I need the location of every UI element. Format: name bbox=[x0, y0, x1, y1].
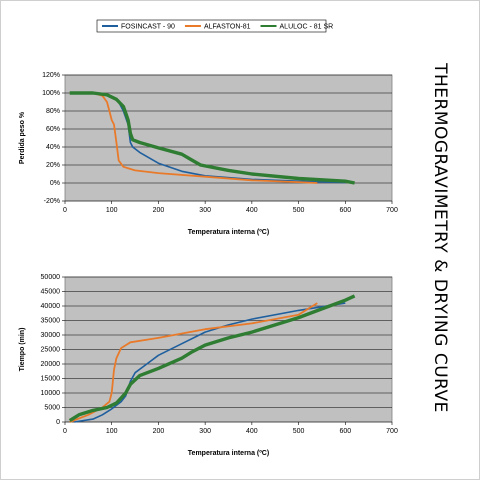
series-line bbox=[74, 302, 346, 423]
y-tick-label: 25000 bbox=[41, 346, 61, 353]
y-tick-label: 35000 bbox=[41, 317, 61, 324]
x-tick-label: 400 bbox=[246, 207, 258, 214]
y-tick-label: 20000 bbox=[41, 361, 61, 368]
y-tick-label: 20% bbox=[46, 162, 60, 169]
y-tick-label: 5000 bbox=[44, 404, 60, 411]
y-tick-label: -20% bbox=[44, 198, 60, 205]
y-tick-label: 10000 bbox=[41, 390, 61, 397]
legend-label: FOSINCAST - 90 bbox=[121, 23, 175, 30]
legend-label: ALULOC - 81 SR bbox=[280, 23, 334, 30]
y-axis-title: Perdida peso % bbox=[19, 111, 26, 164]
x-tick-label: 0 bbox=[63, 207, 67, 214]
page-title: THERMOGRAVIMETRY & DRYING CURVE bbox=[430, 62, 450, 413]
x-tick-label: 100 bbox=[106, 207, 118, 214]
x-tick-label: 200 bbox=[153, 428, 165, 435]
x-tick-label: 0 bbox=[63, 428, 67, 435]
y-axis-title: Tiempo (min) bbox=[19, 328, 26, 372]
series-line bbox=[69, 92, 318, 184]
y-tick-label: 120% bbox=[42, 72, 60, 79]
x-axis-title: Temperatura interna (ºC) bbox=[188, 450, 269, 457]
y-tick-label: 80% bbox=[46, 108, 60, 115]
y-tick-label: 15000 bbox=[41, 375, 61, 382]
y-tick-label: 60% bbox=[46, 126, 60, 133]
x-tick-label: 200 bbox=[153, 207, 165, 214]
x-tick-label: 100 bbox=[106, 428, 118, 435]
legend-box bbox=[96, 19, 327, 33]
y-tick-label: 40000 bbox=[41, 303, 61, 310]
y-tick-label: 50000 bbox=[41, 274, 61, 281]
x-tick-label: 400 bbox=[246, 428, 258, 435]
x-tick-label: 600 bbox=[339, 428, 351, 435]
y-tick-label: 100% bbox=[42, 90, 60, 97]
series-line bbox=[68, 294, 356, 423]
legend-label: ALFASTON-81 bbox=[204, 23, 251, 30]
x-axis-title: Temperatura interna (ºC) bbox=[188, 229, 269, 236]
y-tick-label: 40% bbox=[46, 144, 60, 151]
series-line bbox=[69, 91, 355, 185]
y-tick-label: 0 bbox=[56, 419, 60, 426]
y-tick-label: 0% bbox=[50, 180, 60, 187]
y-tick-label: 30000 bbox=[41, 332, 61, 339]
x-tick-label: 300 bbox=[199, 428, 211, 435]
x-tick-label: 600 bbox=[339, 207, 351, 214]
x-tick-label: 300 bbox=[199, 207, 211, 214]
y-tick-label: 45000 bbox=[41, 288, 61, 295]
x-tick-label: 500 bbox=[293, 428, 305, 435]
x-tick-label: 700 bbox=[386, 207, 398, 214]
x-tick-label: 500 bbox=[293, 207, 305, 214]
x-tick-label: 700 bbox=[386, 428, 398, 435]
